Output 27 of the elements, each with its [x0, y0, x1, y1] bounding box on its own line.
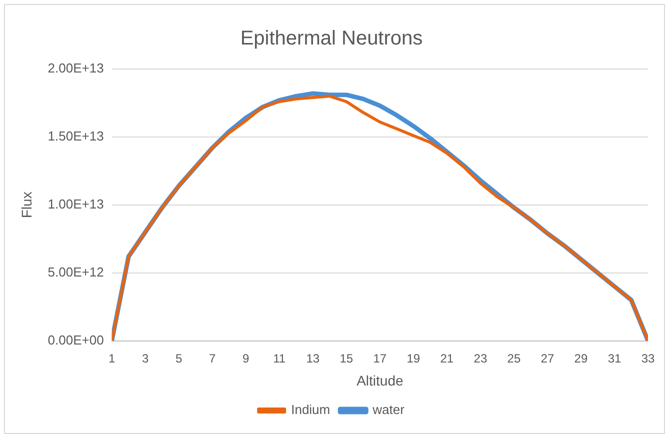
x-tick-label: 13	[306, 351, 320, 366]
y-tick-label: 0.00E+00	[48, 332, 104, 348]
x-tick-label: 3	[142, 351, 149, 366]
legend-label: water	[372, 402, 406, 418]
x-tick-label: 1	[108, 351, 116, 366]
x-tick-label: 25	[507, 351, 521, 366]
y-tick-label: 1.50E+13	[48, 128, 104, 144]
x-tick-label: 7	[209, 351, 216, 366]
y-tick-label: 2.00E+13	[48, 60, 104, 76]
legend-label: Indium	[291, 402, 330, 418]
x-tick-label: 21	[440, 351, 454, 366]
x-tick-label: 5	[176, 351, 183, 366]
x-tick-label: 33	[641, 351, 655, 366]
x-tick-label: 11	[273, 351, 286, 366]
x-tick-label: 23	[474, 351, 488, 366]
chart-title: Epithermal Neutrons	[240, 28, 423, 50]
x-tick-label: 31	[608, 351, 622, 366]
x-tick-label: 27	[540, 351, 554, 366]
y-axis-title: Flux	[18, 192, 34, 218]
x-axis-title: Altitude	[356, 372, 404, 388]
x-tick-label: 29	[574, 351, 588, 366]
x-tick-label: 19	[406, 351, 420, 366]
y-tick-label: 5.00E+12	[48, 264, 104, 280]
x-tick-label: 9	[242, 351, 250, 366]
x-tick-label: 17	[373, 351, 387, 366]
y-tick-label: 1.00E+13	[48, 196, 104, 212]
x-tick-label: 15	[340, 351, 354, 366]
